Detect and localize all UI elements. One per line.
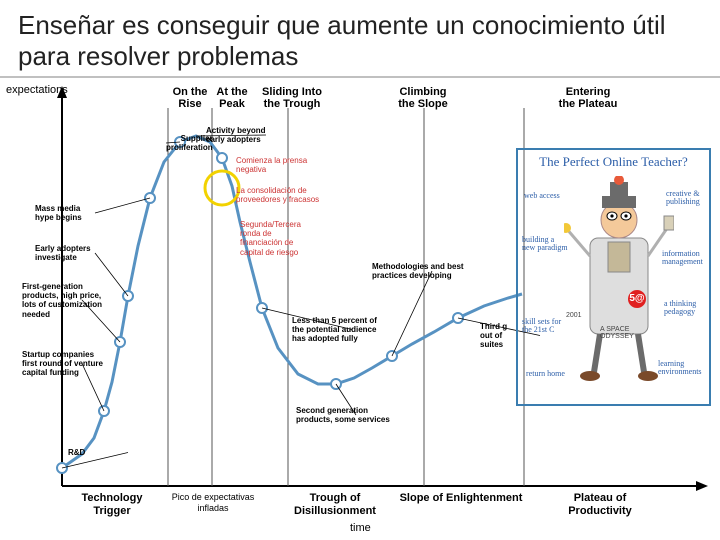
annotation: R&D [68,448,85,457]
phase-bottom-label: Slope of Enlightenment [386,492,536,505]
annotation: Mass mediahype begins [35,204,82,222]
sidebox-title: The Perfect Online Teacher? [518,150,709,170]
annotation: Activity beyondearly adopters [206,126,266,144]
phase-top-label: Enteringthe Plateau [548,86,628,110]
annotation: Startup companiesfirst round of venturec… [22,350,103,378]
badge-icon: 5@ [628,290,646,308]
phase-top-label: Sliding Intothe Trough [252,86,332,110]
sidebox-label: creative &publishing [666,190,700,207]
annotation: Second generationproducts, some services [296,406,390,424]
annotation: Methodologies and bestpractices developi… [372,262,464,280]
annotation: First-generationproducts, high price,lot… [22,282,102,319]
x-axis-label: time [350,522,371,534]
phase-top-label: Climbingthe Slope [388,86,458,110]
annotation-red: Comienza la prensanegativa [236,156,307,174]
sidebox-label: learningenvironments [658,360,702,377]
phase-bottom-label: Pico de expectativasinfladas [158,492,268,514]
sidebox-label: return home [526,370,565,378]
phase-bottom-label: Plateau ofProductivity [550,492,650,518]
sidebox-label: A SPACEODYSSEY [600,326,634,341]
annotation: Third gout ofsuites [480,322,507,350]
phase-bottom-label: Trough ofDisillusionment [280,492,390,518]
sidebox-label: web access [524,192,560,200]
sidebox-label: skill sets forthe 21st C [522,318,561,335]
sidebox-label: 2001 [566,312,582,319]
page-title: Enseñar es conseguir que aumente un cono… [0,0,720,78]
annotation-red: La consolidación deproveedores y fracaso… [236,186,319,204]
phase-top-label: At thePeak [212,86,252,110]
sidebox-label: informationmanagement [662,250,703,267]
perfect-teacher-box: The Perfect Online Teacher? 5@ web acces… [516,148,711,406]
phase-top-label: On theRise [168,86,212,110]
annotation: Early adoptersinvestigate [35,244,91,262]
phase-bottom-label: TechnologyTrigger [72,492,152,518]
phase-dividers [168,108,524,486]
annotation: Less than 5 percent ofthe potential audi… [292,316,377,344]
annotation-red: Segunda/Terceraronda definanciación deca… [240,220,301,257]
gadget-figure [564,176,674,386]
sidebox-label: a thinkingpedagogy [664,300,696,317]
hype-cycle-chart: expectations time On theRiseAt thePeakSl… [0,86,720,540]
y-axis-label: expectations [6,84,68,96]
sidebox-label: building anew paradigm [522,236,568,253]
